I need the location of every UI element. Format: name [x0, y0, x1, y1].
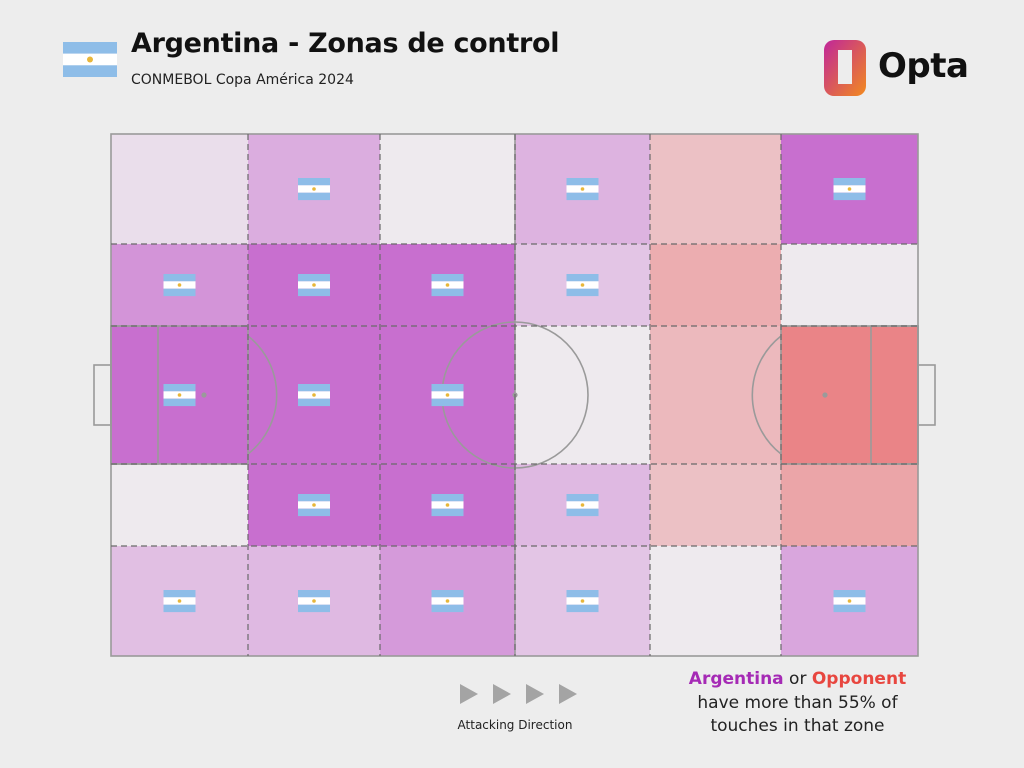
play-arrow-icon	[526, 684, 544, 704]
argentina-flag-icon	[298, 274, 330, 297]
zone-r2-c4	[650, 326, 781, 464]
argentina-flag-icon	[298, 178, 330, 201]
left-penalty-spot	[201, 392, 207, 398]
argentina-flag-icon	[63, 42, 117, 77]
legend-team: Argentina	[688, 669, 784, 689]
zone-r3-c4	[650, 464, 781, 546]
argentina-flag-icon	[431, 384, 464, 407]
argentina-flag-icon	[431, 590, 464, 613]
zone-r0-c0	[111, 134, 248, 244]
legend-line-3: touches in that zone	[710, 716, 885, 736]
zone-r4-c4	[650, 546, 781, 656]
play-arrow-icon	[559, 684, 577, 704]
right-penalty-arc	[751, 335, 782, 455]
zone-r2-c5	[781, 326, 918, 464]
argentina-flag-icon	[566, 178, 599, 201]
opta-wordmark: Opta	[878, 46, 969, 86]
argentina-flag-icon	[163, 384, 196, 407]
attacking-direction-label: Attacking Direction	[457, 718, 573, 732]
legend: Argentina or Opponent have more than 55%…	[655, 668, 940, 739]
argentina-flag-icon	[566, 274, 599, 297]
argentina-flag-icon	[431, 494, 464, 517]
argentina-flag-icon	[298, 494, 330, 517]
zone-r3-c0	[111, 464, 248, 546]
legend-opponent: Opponent	[811, 669, 907, 689]
argentina-flag-icon	[833, 178, 866, 201]
zone-r1-c4	[650, 244, 781, 326]
argentina-flag-icon	[566, 494, 599, 517]
right-goal	[917, 364, 936, 426]
opta-logo-icon	[824, 40, 866, 96]
argentina-flag-icon	[163, 274, 196, 297]
zone-r3-c5	[781, 464, 918, 546]
left-penalty-arc	[247, 335, 278, 455]
play-arrow-icon	[493, 684, 511, 704]
attacking-direction-arrows	[460, 684, 577, 704]
page-title: Argentina - Zonas de control	[131, 28, 560, 59]
legend-line-1: Argentina or Opponent	[655, 668, 940, 692]
argentina-flag-icon	[566, 590, 599, 613]
zone-r2-c3	[515, 326, 650, 464]
zone-r1-c5	[781, 244, 918, 326]
argentina-flag-icon	[431, 274, 464, 297]
zone-grid	[111, 134, 918, 656]
legend-line-2: have more than 55% of	[697, 692, 898, 713]
argentina-flag-icon	[298, 384, 330, 407]
play-arrow-icon	[460, 684, 478, 704]
argentina-flag-icon	[298, 590, 330, 613]
page-subtitle: CONMEBOL Copa América 2024	[131, 72, 354, 88]
argentina-flag-icon	[163, 590, 196, 613]
left-goal	[93, 364, 112, 426]
legend-or: or	[783, 669, 812, 689]
zone-r0-c4	[650, 134, 781, 244]
right-penalty-spot	[822, 392, 828, 398]
argentina-flag-icon	[833, 590, 866, 613]
zone-r0-c2	[380, 134, 515, 244]
